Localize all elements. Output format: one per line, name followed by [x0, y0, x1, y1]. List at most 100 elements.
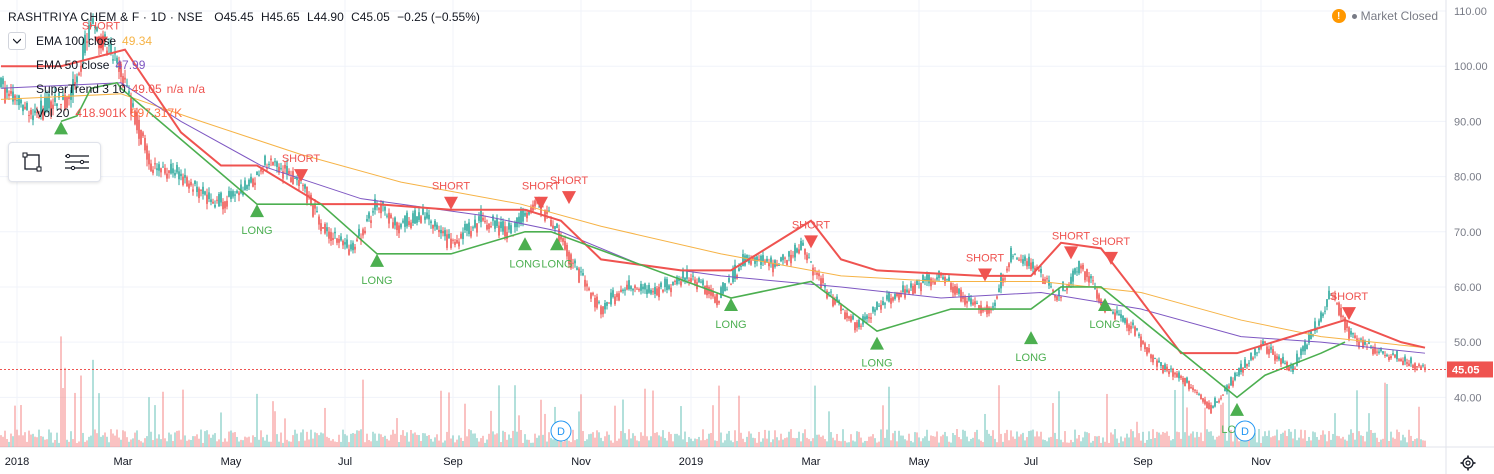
rectangle-tool-button[interactable] [15, 147, 49, 177]
time-tick-label: Sep [443, 456, 463, 468]
long-signal-label: LONG [1015, 352, 1046, 364]
volume-bar [552, 439, 554, 447]
candle-body [860, 325, 862, 327]
volume-bar [796, 438, 798, 447]
volume-bar [1014, 438, 1016, 447]
volume-bar [1066, 442, 1068, 447]
volume-bar [1084, 431, 1086, 447]
candle-body [464, 223, 466, 231]
candle-body [150, 163, 152, 171]
volume-bar [352, 433, 354, 447]
volume-bar [144, 438, 146, 447]
short-signal-arrow [1104, 251, 1118, 265]
volume-bar [964, 430, 966, 447]
collapse-legend-button[interactable] [8, 32, 26, 50]
volume-bar [1290, 431, 1292, 447]
volume-bar [1372, 432, 1374, 447]
rectangle-tool-icon [22, 152, 42, 172]
supertrend-na-2: n/a [188, 82, 206, 96]
short-signal-arrow [94, 36, 108, 50]
volume-bar [1194, 437, 1196, 447]
volume-bar [1098, 435, 1100, 447]
volume-bar [1008, 440, 1010, 447]
object-tree-button[interactable] [60, 147, 94, 177]
candle-body [162, 166, 164, 168]
candle-body [1314, 321, 1316, 331]
volume-bar [1400, 440, 1402, 447]
candle-body [1002, 278, 1004, 283]
candle-body [788, 251, 790, 257]
volume-bar [1000, 433, 1002, 447]
volume-bar [464, 403, 466, 447]
candle-body [510, 225, 512, 234]
candle-body [806, 254, 808, 261]
volume-bar [584, 440, 586, 447]
volume-bar [1026, 437, 1028, 447]
warning-icon[interactable]: ! [1331, 9, 1346, 23]
volume-bar [904, 439, 906, 447]
candle-body [776, 263, 778, 267]
volume-bar [498, 385, 500, 447]
volume-bar [258, 439, 260, 447]
volume-bar [358, 430, 360, 447]
gear-icon[interactable] [1460, 455, 1476, 471]
candle-body [1186, 377, 1188, 383]
candle-body [1152, 355, 1154, 363]
volume-bar [550, 438, 552, 447]
candle-body [54, 94, 56, 102]
candle-body [870, 317, 872, 320]
volume-bar [300, 432, 302, 447]
volume-bar [308, 439, 310, 447]
candle-body [504, 226, 506, 237]
candle-body [170, 163, 172, 174]
candle-body [312, 205, 314, 217]
legend-row-ema50[interactable]: EMA 50 close 47.99 [8, 53, 484, 77]
candle-body [356, 239, 358, 242]
price-tick-label: 80.00 [1454, 172, 1482, 184]
volume-bar [82, 432, 84, 447]
long-signal-arrow [250, 204, 264, 218]
volume-bar [284, 418, 286, 447]
volume-bar [12, 436, 14, 447]
long-signal-label: LONG [241, 225, 272, 237]
volume-bar [136, 430, 138, 447]
candle-body [1124, 318, 1126, 323]
symbol-title[interactable]: RASHTRIYA CHEM & F · 1D · NSE [8, 10, 203, 24]
long-signal-arrow [550, 237, 564, 251]
volume-bar [1236, 431, 1238, 447]
legend-row-ema100[interactable]: EMA 100 close 49.34 [8, 29, 484, 53]
volume-bar [282, 442, 284, 447]
candle-body [684, 277, 686, 281]
candle-body [1234, 372, 1236, 380]
volume-bar [448, 392, 450, 447]
candle-body [1216, 401, 1218, 403]
volume-bar [38, 429, 40, 447]
volume-bar [848, 442, 850, 447]
candle-body [58, 93, 60, 99]
candle-body [310, 194, 312, 206]
candle-body [320, 223, 322, 232]
candle-body [450, 238, 452, 248]
volume-bar [912, 442, 914, 447]
volume-bar [816, 434, 818, 447]
volume-bar [844, 440, 846, 447]
volume-bar [138, 439, 140, 447]
volume-bar [1190, 433, 1192, 447]
candle-body [258, 174, 260, 176]
candle-body [1372, 348, 1374, 355]
volume-bar [664, 438, 666, 447]
candle-body [1114, 312, 1116, 320]
volume-bar [894, 430, 896, 447]
candle-body [1198, 393, 1200, 395]
legend-row-supertrend[interactable]: SuperTrend 3 10 49.05 n/a n/a [8, 77, 484, 101]
candle-body [446, 234, 448, 248]
candle-body [80, 65, 82, 72]
market-status[interactable]: ! Market Closed [1331, 9, 1438, 23]
legend-row-volume[interactable]: Vol 20 418.901K 597.317K [8, 101, 484, 125]
volume-bar [234, 432, 236, 447]
candle-body [130, 97, 132, 115]
volume-bar [254, 436, 256, 447]
volume-bar [122, 430, 124, 447]
candle-body [1184, 377, 1186, 387]
